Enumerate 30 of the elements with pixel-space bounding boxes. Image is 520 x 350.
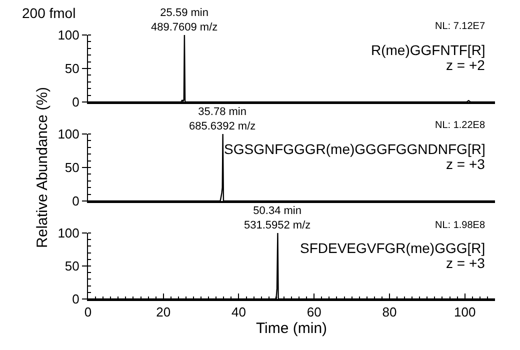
y-tick-label: 0	[72, 292, 80, 307]
annotation: z = +3	[446, 255, 486, 271]
x-tick-label: 20	[156, 304, 171, 320]
y-tick-label: 100	[58, 126, 80, 142]
annotation: 35.78 min 685.6392 m/z	[189, 106, 256, 132]
annotation: 25.59 min 489.7609 m/z	[151, 7, 218, 34]
text: NL: 7.12E7	[435, 21, 486, 32]
x-tick-label: 60	[306, 304, 322, 320]
y-tick-label: 50	[64, 61, 80, 76]
chart-title: 200 fmol	[22, 5, 76, 21]
y-axis-title: Relative Abundance (%)	[34, 87, 51, 248]
y-tick-label: 50	[64, 160, 80, 176]
x-tick-label: 100	[454, 304, 476, 320]
annotation: SGSGNFGGGR(me)GGGFGGNDNFG[R]	[224, 141, 486, 157]
annotation: SFDEVEGVFGR(me)GGG[R]	[300, 240, 486, 256]
x-tick-label: 80	[382, 304, 397, 320]
text: NL: 1.98E8	[435, 220, 486, 231]
x-tick-label: 0	[84, 304, 92, 320]
annotation: z = +2	[446, 57, 486, 73]
y-tick-label: 50	[64, 258, 80, 274]
annotation: R(me)GGFNTF[R]	[371, 42, 486, 58]
y-tick-label: 100	[58, 226, 80, 241]
annotation: z = +3	[446, 156, 486, 172]
y-tick-label: 0	[72, 194, 80, 209]
annotation: 50.34 min 531.5952 m/z	[244, 205, 311, 232]
y-tick-label: 0	[72, 94, 80, 110]
x-tick-label: 40	[232, 304, 246, 320]
x-axis-title: Time (min)	[256, 320, 328, 337]
text: NL: 1.22E8	[435, 120, 486, 131]
y-tick-label: 100	[58, 28, 80, 43]
